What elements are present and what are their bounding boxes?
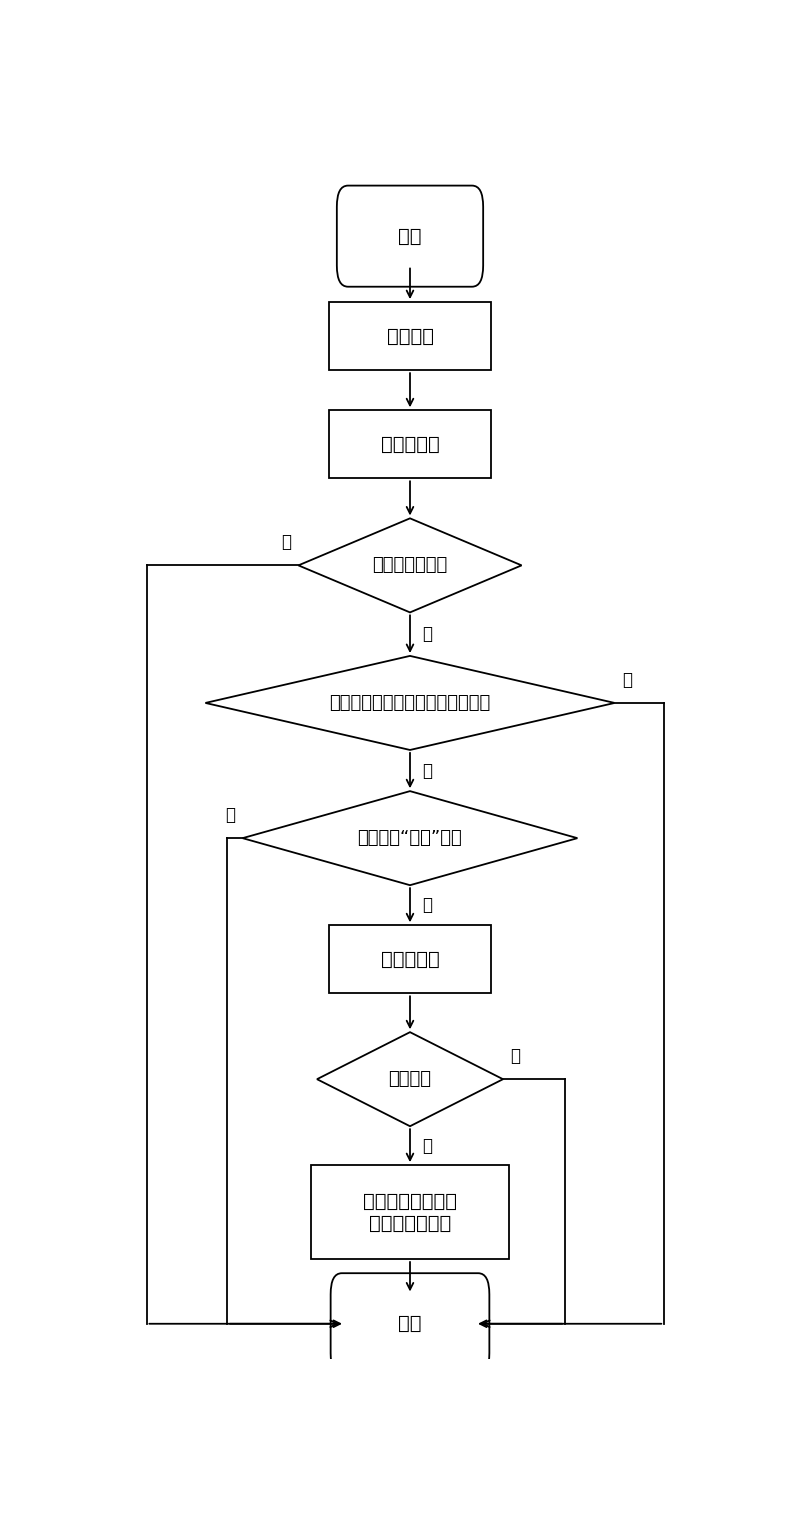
Text: 结束: 结束 — [398, 1315, 422, 1333]
Polygon shape — [317, 1032, 503, 1127]
Text: 是否跳秤: 是否跳秤 — [389, 1070, 431, 1089]
Text: 开始: 开始 — [398, 226, 422, 246]
Text: 是: 是 — [422, 1136, 433, 1154]
Text: 否: 否 — [510, 1048, 521, 1066]
Text: 是: 是 — [422, 625, 433, 643]
Text: 是否具有“跳秤”嫌疑: 是否具有“跳秤”嫌疑 — [358, 829, 462, 847]
Text: 否: 否 — [622, 670, 632, 689]
Text: 否: 否 — [281, 533, 291, 551]
Polygon shape — [298, 518, 522, 612]
Bar — [310, 1165, 509, 1260]
Text: 光流法计算: 光流法计算 — [381, 950, 439, 968]
Text: 是否进入动态称重衡器前特定区域: 是否进入动态称重衡器前特定区域 — [330, 693, 490, 712]
FancyBboxPatch shape — [330, 1274, 490, 1374]
Text: 图像采集: 图像采集 — [386, 327, 434, 345]
Bar — [330, 302, 490, 370]
Text: 发出警报，剪辑跳
秤图像并做保存: 发出警报，剪辑跳 秤图像并做保存 — [363, 1191, 457, 1232]
Polygon shape — [206, 657, 614, 750]
Bar — [330, 925, 490, 994]
Polygon shape — [242, 791, 578, 886]
FancyBboxPatch shape — [337, 186, 483, 287]
Text: 是否为载货车辆: 是否为载货车辆 — [372, 556, 448, 574]
Bar — [330, 411, 490, 478]
Text: 是: 是 — [422, 896, 433, 915]
Text: 图像预处理: 图像预处理 — [381, 435, 439, 454]
Text: 是: 是 — [422, 762, 433, 780]
Text: 否: 否 — [225, 806, 235, 825]
